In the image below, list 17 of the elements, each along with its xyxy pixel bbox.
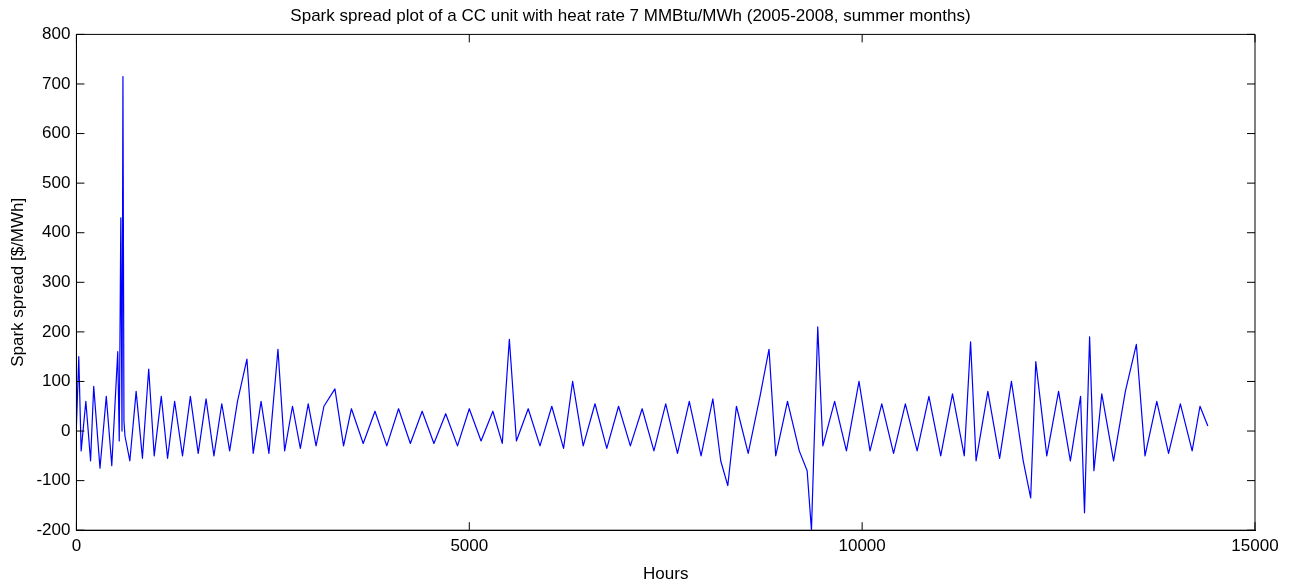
y-tick-label: -100 bbox=[36, 470, 71, 490]
chart-title: Spark spread plot of a CC unit with heat rate 7 MMBtu/MWh (2005-2008, summer months) bbox=[290, 5, 971, 25]
y-tick-label: 0 bbox=[60, 420, 71, 440]
y-tick-label: 500 bbox=[42, 172, 71, 192]
x-tick-label: 5000 bbox=[450, 536, 489, 556]
x-tick-label: 15000 bbox=[1231, 536, 1279, 556]
x-tick-label: 10000 bbox=[838, 536, 886, 556]
x-axis-title: Hours bbox=[643, 564, 689, 584]
y-tick-label: 600 bbox=[42, 123, 71, 143]
y-tick-label: 300 bbox=[42, 271, 71, 291]
y-tick-label: 700 bbox=[42, 73, 71, 93]
y-tick-label: 200 bbox=[42, 321, 71, 341]
y-tick-label: 800 bbox=[42, 24, 71, 44]
y-tick-label: -200 bbox=[36, 519, 71, 539]
y-axis-title: Spark spread [$/MWh] bbox=[7, 197, 27, 367]
y-tick-label: 400 bbox=[42, 222, 71, 242]
y-tick-label: 100 bbox=[42, 371, 71, 391]
